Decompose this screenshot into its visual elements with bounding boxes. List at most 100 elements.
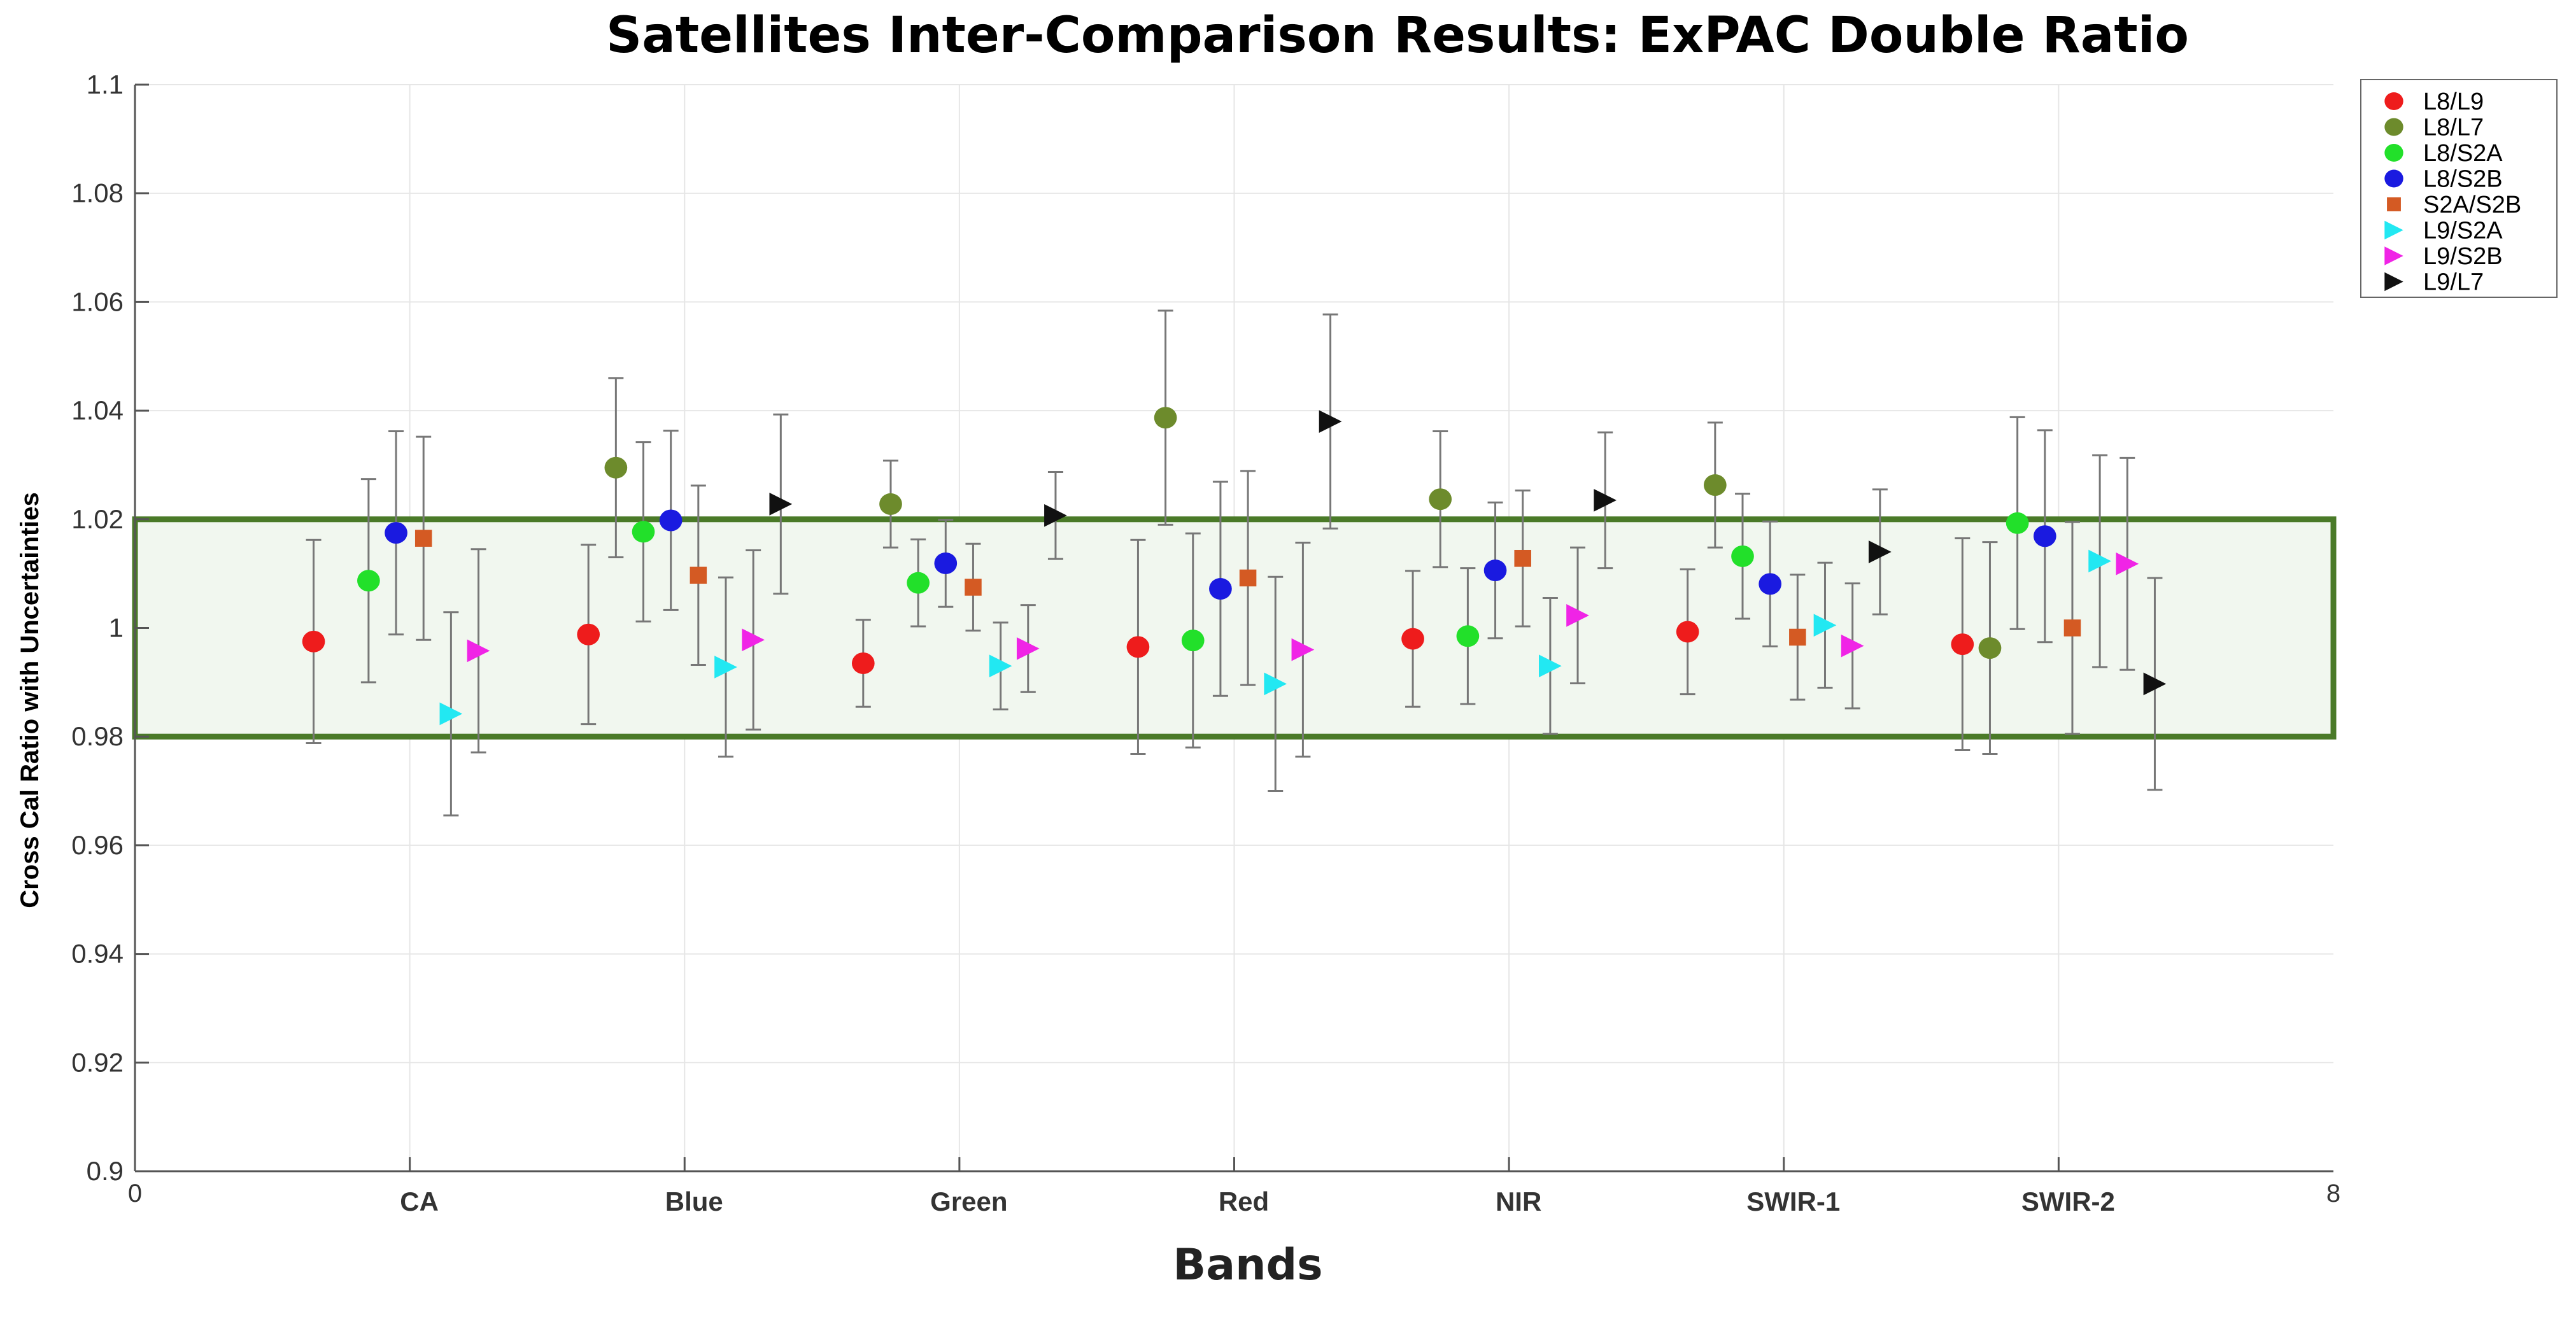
- data-point-triangle: [467, 639, 490, 663]
- data-point-square: [2387, 197, 2401, 211]
- data-point-circle: [2384, 169, 2403, 188]
- data-point-circle: [1759, 573, 1782, 595]
- data-point-circle: [2033, 525, 2056, 547]
- x-category-label: Green: [930, 1187, 1007, 1216]
- data-point-triangle: [2088, 549, 2111, 573]
- y-axis-label: Cross Cal Ratio with Uncertainties: [16, 492, 44, 908]
- data-point-circle: [2006, 512, 2029, 534]
- legend-entry-label: L8/L9: [2423, 88, 2484, 115]
- data-point-triangle: [1264, 672, 1287, 696]
- data-point-circle: [1401, 628, 1424, 650]
- data-point-triangle: [2384, 220, 2403, 240]
- data-point-circle: [659, 509, 683, 532]
- y-tick-label: 1: [109, 613, 124, 643]
- data-point-circle: [1978, 637, 2002, 659]
- data-point-circle: [1209, 578, 1232, 600]
- data-point-circle: [851, 652, 875, 674]
- y-tick-label: 1.06: [71, 286, 124, 316]
- x-category-label: SWIR-1: [1746, 1187, 1840, 1216]
- data-point-circle: [934, 552, 958, 574]
- legend-box: [2360, 79, 2558, 298]
- data-point-triangle: [1319, 410, 1342, 433]
- x-category-label: NIR: [1496, 1187, 1541, 1216]
- data-points: [302, 407, 2167, 726]
- data-point-circle: [2384, 92, 2403, 110]
- data-point-circle: [385, 522, 407, 544]
- data-point-square: [1789, 628, 1806, 646]
- data-point-circle: [879, 493, 902, 515]
- data-point-triangle: [1016, 637, 1040, 660]
- data-point-circle: [1731, 545, 1754, 567]
- data-point-triangle: [769, 493, 793, 516]
- y-tick-label: 1.08: [71, 178, 124, 208]
- legend-entry-label: L8/S2B: [2423, 166, 2503, 193]
- x-category-label: CA: [400, 1187, 439, 1216]
- data-point-circle: [2384, 118, 2403, 136]
- data-point-triangle: [1813, 614, 1837, 637]
- data-point-circle: [357, 570, 380, 592]
- x-tick-label: 0: [128, 1180, 142, 1208]
- data-point-triangle: [2116, 552, 2139, 575]
- data-point-circle: [1181, 630, 1205, 652]
- legend-entry-label: L9/L7: [2423, 269, 2484, 296]
- data-point-triangle: [714, 656, 737, 679]
- y-tick-label: 0.96: [71, 830, 124, 860]
- data-point-circle: [632, 521, 655, 543]
- data-point-triangle: [1044, 504, 1067, 527]
- data-point-triangle: [742, 628, 765, 652]
- legend-entry-label: L8/S2A: [2423, 140, 2503, 167]
- data-point-circle: [1676, 621, 1699, 643]
- y-axis-ticks: 0.9 0.92 0.94 0.96 0.98 1 1.02 1.04 1.06 1.08 1.1: [71, 69, 149, 1186]
- y-tick-label: 0.92: [71, 1047, 124, 1077]
- data-point-circle: [1126, 636, 1150, 658]
- data-point-circle: [907, 572, 930, 594]
- data-point-circle: [1154, 407, 1177, 429]
- data-point-square: [1514, 549, 1531, 567]
- y-tick-label: 1.04: [71, 395, 124, 425]
- x-axis-ticks: CA Blue Green Red NIR SWIR-1 SWIR-2 0 8: [128, 1157, 2340, 1216]
- data-point-circle: [1703, 474, 1727, 497]
- legend-entry-label: S2A/S2B: [2423, 192, 2521, 218]
- data-point-triangle: [1868, 540, 1892, 563]
- data-point-square: [1239, 569, 1257, 587]
- data-point-triangle: [1841, 634, 1864, 658]
- chart-title: Satellites Inter-Comparison Results: ExP…: [606, 7, 2189, 64]
- y-tick-label: 0.98: [71, 721, 124, 751]
- legend-entry-label: L9/S2A: [2423, 218, 2503, 244]
- data-point-square: [414, 530, 432, 547]
- y-tick-label: 1.02: [71, 504, 124, 534]
- data-point-circle: [577, 623, 600, 645]
- data-point-circle: [2384, 144, 2403, 162]
- y-tick-label: 1.1: [87, 69, 124, 99]
- legend-entry-label: L8/L7: [2423, 115, 2484, 141]
- data-point-circle: [604, 456, 628, 479]
- data-point-circle: [1456, 625, 1480, 647]
- data-point-triangle: [1594, 489, 1617, 512]
- data-point-triangle: [2384, 246, 2403, 265]
- data-point-square: [690, 567, 707, 584]
- data-point-triangle: [989, 654, 1012, 678]
- x-category-label: Red: [1219, 1187, 1269, 1216]
- data-point-triangle: [2143, 672, 2167, 696]
- x-category-label: Blue: [665, 1187, 723, 1216]
- data-point-triangle: [1291, 638, 1315, 661]
- data-point-circle: [1951, 633, 1974, 656]
- reference-band: [132, 516, 2337, 740]
- data-point-triangle: [1539, 654, 1562, 678]
- data-point-triangle: [439, 702, 463, 726]
- data-point-triangle: [1566, 604, 1589, 627]
- data-point-circle: [302, 630, 325, 652]
- data-point-square: [965, 579, 982, 596]
- y-tick-label: 0.9: [87, 1156, 124, 1186]
- y-tick-label: 0.94: [71, 939, 124, 969]
- x-tick-label: 8: [2326, 1180, 2340, 1208]
- data-point-circle: [1429, 488, 1452, 511]
- legend: L8/L9L8/L7L8/S2AL8/S2BS2A/S2BL9/S2AL9/S2…: [2360, 79, 2558, 298]
- x-axis-label: Bands: [1173, 1240, 1322, 1290]
- data-point-triangle: [2384, 272, 2403, 292]
- x-category-label: SWIR-2: [2021, 1187, 2115, 1216]
- data-point-square: [2063, 619, 2081, 637]
- legend-entry-label: L9/S2B: [2423, 243, 2503, 270]
- data-point-circle: [1483, 560, 1507, 582]
